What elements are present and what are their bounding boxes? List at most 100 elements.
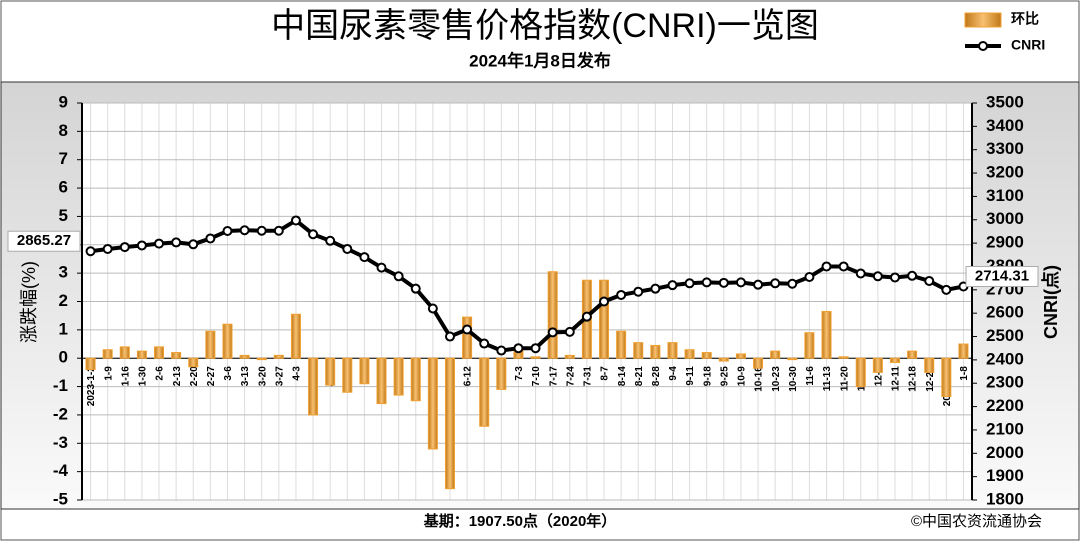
point <box>838 261 849 272</box>
point <box>462 324 473 335</box>
bar <box>410 357 421 402</box>
x-tick-label: 10-9 <box>737 366 748 386</box>
bar <box>256 357 267 361</box>
y2-tick-label: 3200 <box>986 163 1024 182</box>
point <box>753 279 764 290</box>
footer: 基期：1907.50点（2020年） <box>423 512 617 530</box>
x-tick-label: 12-4 <box>874 366 885 386</box>
bar <box>855 357 866 388</box>
y-axis-label: 涨跌幅(%) <box>19 261 39 343</box>
x-tick-label: 12-25 <box>925 366 936 392</box>
point <box>650 283 661 294</box>
point <box>188 239 199 250</box>
x-tick-label: 7-10 <box>531 366 542 386</box>
point <box>513 343 524 354</box>
point <box>136 240 147 251</box>
bar <box>838 356 849 359</box>
x-tick-label: 4-3 <box>292 366 303 381</box>
x-tick-label: 7-17 <box>548 366 559 386</box>
point <box>154 238 165 249</box>
y-tick-label: 9 <box>59 92 68 111</box>
point <box>787 278 798 289</box>
y-tick-label: -4 <box>53 461 69 480</box>
bar <box>616 330 627 359</box>
bar <box>119 346 130 359</box>
point <box>496 345 507 356</box>
point <box>907 270 918 281</box>
x-tick-label: 6-12 <box>463 366 474 386</box>
point <box>85 246 96 257</box>
y2-tick-label: 3100 <box>986 186 1024 205</box>
x-tick-label: 1-16 <box>120 366 131 386</box>
x-tick-label: 8-21 <box>634 366 645 386</box>
bar <box>735 353 746 359</box>
y2-tick-label: 2900 <box>986 233 1024 252</box>
credit: ©中国农资流通协会 <box>911 513 1042 530</box>
point <box>547 327 558 338</box>
bar <box>205 330 216 359</box>
point <box>599 296 610 307</box>
y2-tick-label: 1900 <box>986 466 1024 485</box>
bar <box>393 357 404 396</box>
point <box>393 271 404 282</box>
bar <box>444 357 455 490</box>
x-tick-label: 11-6 <box>805 366 816 386</box>
line <box>90 218 964 353</box>
y-tick-label: -5 <box>53 489 68 508</box>
x-tick-label: 9-25 <box>719 366 730 386</box>
x-tick-label: 2-6 <box>155 366 166 381</box>
bar <box>308 357 319 416</box>
y-tick-label: 0 <box>59 348 68 367</box>
y-tick-label: 8 <box>59 121 68 140</box>
x-tick-label: 2-27 <box>206 366 217 386</box>
bar <box>958 343 969 359</box>
point <box>479 338 490 349</box>
bar <box>188 357 199 368</box>
bar <box>701 352 712 359</box>
y2-tick-label: 3000 <box>986 209 1024 228</box>
bar <box>136 350 147 359</box>
bar <box>770 350 781 359</box>
x-tick-label: 12-18 <box>908 366 919 392</box>
x-tick-label: 8-7 <box>600 366 611 381</box>
value-label-box <box>7 230 81 252</box>
point <box>205 233 216 244</box>
legend-swatch <box>964 12 1002 28</box>
x-tick-label: 3-13 <box>240 366 251 386</box>
bar <box>85 357 96 371</box>
x-tick-label: 7-31 <box>583 366 594 386</box>
point <box>667 280 678 291</box>
point <box>701 277 712 288</box>
bar <box>171 352 182 359</box>
x-tick-label: 2-13 <box>172 366 183 386</box>
y2-tick-label: 3400 <box>986 116 1024 135</box>
point <box>119 242 130 253</box>
x-tick-label: 7-3 <box>514 366 525 381</box>
bar <box>530 356 541 359</box>
y2-tick-label: 2100 <box>986 419 1024 438</box>
bar <box>273 354 284 359</box>
point <box>770 278 781 289</box>
x-tick-label: 10-23 <box>771 366 782 392</box>
x-tick-label: 9-11 <box>685 366 696 386</box>
x-tick-label: 9-4 <box>668 366 679 381</box>
bar <box>821 310 832 359</box>
point <box>889 272 900 283</box>
point <box>290 215 301 226</box>
bar <box>479 357 490 427</box>
point <box>530 343 541 354</box>
bar <box>753 357 764 369</box>
legend-label: CNRI <box>1011 37 1045 53</box>
point <box>342 243 353 254</box>
bar <box>924 357 935 373</box>
y2-tick-label: 3300 <box>986 139 1024 158</box>
x-tick-label: 12-11 <box>891 366 902 391</box>
x-tick-label: 2023-1-2 <box>86 366 97 406</box>
chart-subtitle: 2024年1月8日发布 <box>469 50 611 70</box>
point <box>924 275 935 286</box>
point <box>427 303 438 314</box>
bar <box>547 271 558 359</box>
y-tick-label: -3 <box>53 433 68 452</box>
